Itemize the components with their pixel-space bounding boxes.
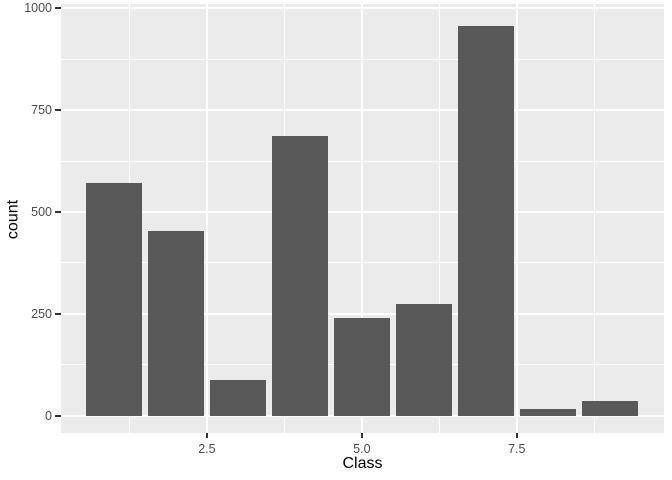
bar: [457, 26, 514, 416]
x-axis-tick-label: 2.5: [198, 442, 216, 456]
y-axis-tick-label: 500: [31, 204, 52, 219]
bar: [333, 318, 390, 416]
gridline-major-vertical: [206, 4, 208, 433]
y-axis-tick-mark: [55, 7, 61, 9]
bar: [86, 183, 142, 416]
x-axis-tick-mark: [516, 433, 518, 438]
y-axis-tick-mark: [55, 313, 61, 315]
bar: [581, 400, 638, 416]
bar: [148, 231, 204, 416]
x-axis-title: Class: [342, 455, 383, 472]
y-axis-tick-label: 0: [45, 408, 52, 423]
y-axis-tick-mark: [55, 211, 61, 213]
gridline-major-vertical: [361, 4, 363, 433]
bar: [210, 379, 266, 416]
x-axis-tick-label: 7.5: [508, 442, 526, 456]
gridline-minor-vertical: [438, 4, 440, 433]
y-axis-tick-label: 250: [31, 306, 52, 321]
x-axis-tick-label: 5.0: [353, 442, 371, 456]
bar: [519, 408, 576, 416]
gridline-major-vertical: [516, 4, 518, 433]
x-axis-tick-mark: [206, 433, 208, 438]
x-axis-tick-mark: [361, 433, 363, 438]
bar: [272, 136, 328, 416]
bar: [395, 303, 452, 416]
y-axis-tick-mark: [55, 415, 61, 417]
y-axis-tick-mark: [55, 109, 61, 111]
plot-panel: [61, 4, 664, 433]
y-axis-tick-label: 750: [31, 103, 52, 118]
gridline-minor-vertical: [593, 4, 595, 433]
y-axis-tick-label: 1000: [24, 1, 52, 16]
